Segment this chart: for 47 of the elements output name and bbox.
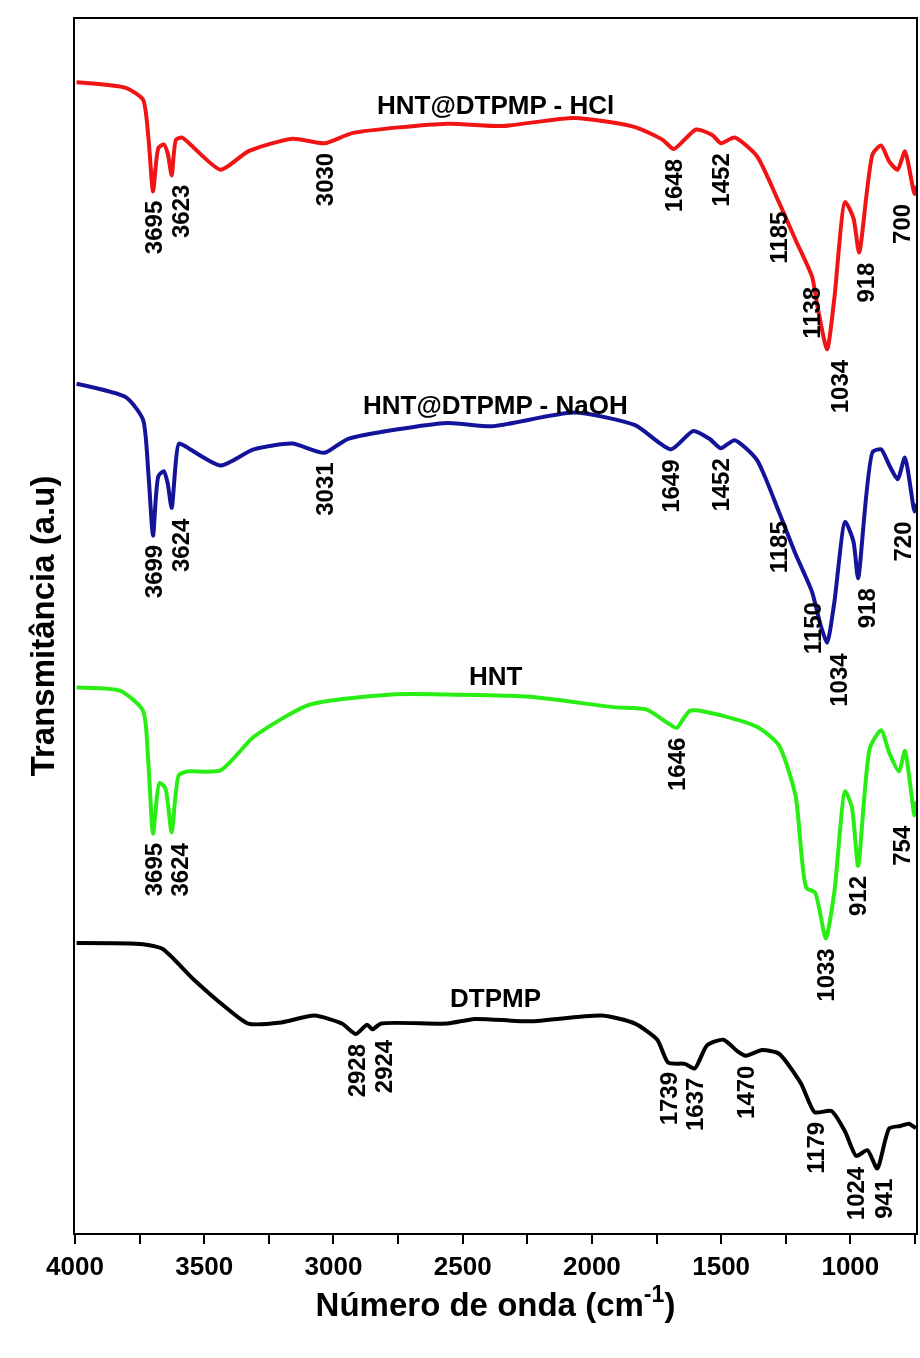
x-axis-title: Número de onda (cm$^{-1}$) bbox=[315, 1281, 676, 1324]
annotation: 1179 bbox=[801, 1121, 829, 1174]
annotation: 1185 bbox=[765, 521, 793, 574]
annotation: 700 bbox=[888, 203, 916, 244]
annotation: 1033 bbox=[811, 948, 839, 1002]
annotation: 941 bbox=[869, 1178, 897, 1219]
annotation: 720 bbox=[888, 521, 916, 562]
annotation: 1649 bbox=[657, 459, 685, 513]
annotation: 3623 bbox=[167, 184, 195, 239]
series-label: HNT@DTPMP - NaOH bbox=[363, 390, 628, 420]
x-tick-label: 1000 bbox=[821, 1251, 880, 1282]
x-tick-label: 2000 bbox=[562, 1251, 621, 1282]
annotation: 1452 bbox=[707, 458, 735, 512]
x-tick-label: 4000 bbox=[46, 1251, 104, 1282]
annotation: 1646 bbox=[663, 737, 691, 792]
annotation: 1470 bbox=[732, 1065, 760, 1119]
annotation: 754 bbox=[888, 825, 916, 866]
annotation: 1637 bbox=[681, 1077, 709, 1132]
annotation: 3695 bbox=[139, 842, 167, 897]
annotation: 1185 bbox=[764, 211, 792, 264]
x-tick-label: 2500 bbox=[433, 1251, 492, 1282]
annotation: 2924 bbox=[369, 1039, 397, 1094]
annotation: 1024 bbox=[842, 1166, 870, 1221]
annotation: 912 bbox=[844, 875, 872, 917]
annotation: 1034 bbox=[825, 359, 853, 414]
series-label: DTPMP bbox=[450, 983, 541, 1013]
annotation: 3030 bbox=[310, 152, 338, 207]
annotation: 918 bbox=[852, 588, 880, 629]
annotation: 1034 bbox=[825, 652, 853, 707]
annotation: 1138 bbox=[798, 286, 826, 339]
annotation: 2928 bbox=[342, 1043, 370, 1098]
x-tick-label: 1500 bbox=[692, 1251, 751, 1282]
annotation: 918 bbox=[852, 262, 880, 303]
y-axis-title: Transmitância (a.u) bbox=[24, 475, 62, 777]
annotation: 3624 bbox=[166, 518, 194, 573]
series-label: HNT@DTPMP - HCl bbox=[377, 90, 615, 120]
annotation: 1648 bbox=[660, 158, 688, 213]
annotation: 1739 bbox=[654, 1071, 682, 1126]
x-tick-label: 3000 bbox=[304, 1251, 363, 1282]
annotation: 3699 bbox=[139, 544, 167, 599]
series-label: HNT bbox=[469, 661, 523, 691]
annotation: 1452 bbox=[707, 153, 735, 207]
annotation: 3624 bbox=[166, 842, 194, 897]
annotation: 3031 bbox=[311, 462, 339, 516]
x-tick-label: 3500 bbox=[175, 1251, 234, 1282]
annotation: 3695 bbox=[139, 200, 167, 255]
annotation: 1150 bbox=[799, 602, 827, 655]
